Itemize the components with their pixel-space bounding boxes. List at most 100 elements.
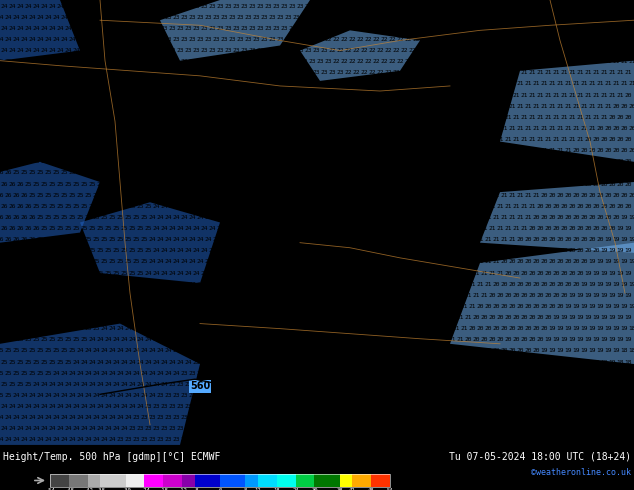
Text: 18: 18 bbox=[620, 415, 628, 420]
Text: 21: 21 bbox=[388, 415, 396, 420]
Text: 21: 21 bbox=[469, 304, 476, 309]
Text: 23: 23 bbox=[140, 37, 148, 42]
Text: 19: 19 bbox=[628, 237, 634, 242]
Text: 22: 22 bbox=[400, 159, 408, 164]
Text: 22: 22 bbox=[296, 360, 304, 365]
Text: 25: 25 bbox=[136, 181, 144, 187]
Text: 20: 20 bbox=[472, 426, 480, 431]
Text: 21: 21 bbox=[524, 193, 532, 197]
Text: 22: 22 bbox=[448, 48, 456, 53]
Text: 23: 23 bbox=[256, 270, 264, 275]
Text: 21: 21 bbox=[624, 48, 631, 53]
Text: 560: 560 bbox=[190, 381, 210, 392]
Text: 21: 21 bbox=[480, 248, 488, 253]
Text: 19: 19 bbox=[612, 304, 620, 309]
Text: 23: 23 bbox=[313, 226, 320, 231]
Text: 20: 20 bbox=[488, 426, 496, 431]
Text: 22: 22 bbox=[460, 148, 468, 153]
Text: 24: 24 bbox=[12, 59, 20, 64]
Text: 24: 24 bbox=[172, 215, 180, 220]
Text: 23: 23 bbox=[264, 248, 272, 253]
Text: 23: 23 bbox=[272, 248, 280, 253]
Text: 23: 23 bbox=[252, 81, 260, 86]
Text: 24: 24 bbox=[184, 93, 191, 98]
Text: 22: 22 bbox=[336, 382, 344, 387]
Text: 20: 20 bbox=[612, 126, 620, 131]
Text: 25: 25 bbox=[20, 171, 28, 175]
Text: 25: 25 bbox=[100, 148, 108, 153]
Text: 22: 22 bbox=[408, 181, 416, 187]
Text: 25: 25 bbox=[116, 259, 124, 265]
Text: 22: 22 bbox=[284, 393, 292, 398]
Text: 24: 24 bbox=[192, 93, 200, 98]
Text: 20: 20 bbox=[628, 104, 634, 109]
Text: 25: 25 bbox=[29, 326, 36, 331]
Text: 22: 22 bbox=[428, 171, 436, 175]
Text: 21: 21 bbox=[368, 360, 376, 365]
Text: 25: 25 bbox=[76, 148, 84, 153]
Text: 23: 23 bbox=[249, 337, 256, 342]
Text: 18: 18 bbox=[580, 415, 588, 420]
Text: 21: 21 bbox=[480, 270, 488, 275]
Text: 20: 20 bbox=[488, 404, 496, 409]
Text: 19: 19 bbox=[496, 426, 504, 431]
Text: 24: 24 bbox=[192, 226, 200, 231]
Text: 24: 24 bbox=[152, 293, 160, 298]
Text: 24: 24 bbox=[20, 438, 28, 442]
Text: 22: 22 bbox=[469, 81, 476, 86]
Text: 22: 22 bbox=[412, 215, 420, 220]
Text: 19: 19 bbox=[548, 438, 556, 442]
Text: 25: 25 bbox=[8, 315, 16, 320]
Text: 25: 25 bbox=[120, 181, 127, 187]
Text: 23: 23 bbox=[320, 270, 328, 275]
Text: 24: 24 bbox=[136, 70, 144, 75]
Text: 24: 24 bbox=[44, 15, 52, 20]
Text: 24: 24 bbox=[145, 137, 152, 142]
Text: 25: 25 bbox=[112, 226, 120, 231]
Text: 20: 20 bbox=[588, 171, 596, 175]
Text: 20: 20 bbox=[533, 259, 540, 265]
Text: 21: 21 bbox=[508, 59, 515, 64]
Text: 21: 21 bbox=[580, 126, 588, 131]
Text: 25: 25 bbox=[20, 126, 28, 131]
Text: 18: 18 bbox=[588, 438, 596, 442]
Text: 24: 24 bbox=[136, 382, 144, 387]
Text: 21: 21 bbox=[576, 48, 584, 53]
Text: 24: 24 bbox=[145, 382, 152, 387]
Text: 25: 25 bbox=[8, 93, 16, 98]
Text: 23: 23 bbox=[344, 159, 352, 164]
Text: 19: 19 bbox=[556, 393, 564, 398]
Text: 24: 24 bbox=[112, 337, 120, 342]
Text: 25: 25 bbox=[32, 337, 40, 342]
Text: 24: 24 bbox=[180, 326, 188, 331]
Text: 24: 24 bbox=[152, 70, 160, 75]
Text: 22: 22 bbox=[301, 326, 307, 331]
Text: 23: 23 bbox=[276, 215, 284, 220]
Text: 24: 24 bbox=[116, 126, 124, 131]
Text: 21: 21 bbox=[524, 104, 532, 109]
Text: 22: 22 bbox=[268, 393, 276, 398]
Text: 25: 25 bbox=[24, 360, 32, 365]
Text: 21: 21 bbox=[588, 15, 596, 20]
Text: 23: 23 bbox=[268, 348, 276, 353]
Text: 22: 22 bbox=[492, 59, 500, 64]
Text: 23: 23 bbox=[228, 326, 236, 331]
Text: 21: 21 bbox=[452, 215, 460, 220]
Text: 24: 24 bbox=[32, 3, 40, 8]
Text: 22: 22 bbox=[412, 37, 420, 42]
Text: 20: 20 bbox=[576, 159, 584, 164]
Text: 22: 22 bbox=[313, 382, 320, 387]
Text: 22: 22 bbox=[340, 348, 348, 353]
Text: 24: 24 bbox=[81, 48, 87, 53]
Text: 26: 26 bbox=[16, 181, 23, 187]
Text: 23: 23 bbox=[272, 204, 280, 209]
Text: 21: 21 bbox=[556, 37, 564, 42]
Text: 23: 23 bbox=[188, 81, 196, 86]
Text: 18: 18 bbox=[616, 404, 624, 409]
Text: 25: 25 bbox=[104, 270, 112, 275]
Text: 25: 25 bbox=[40, 137, 48, 142]
Text: 23: 23 bbox=[204, 370, 212, 376]
Text: 23: 23 bbox=[272, 181, 280, 187]
Text: 24: 24 bbox=[180, 81, 188, 86]
Text: 19: 19 bbox=[585, 337, 592, 342]
